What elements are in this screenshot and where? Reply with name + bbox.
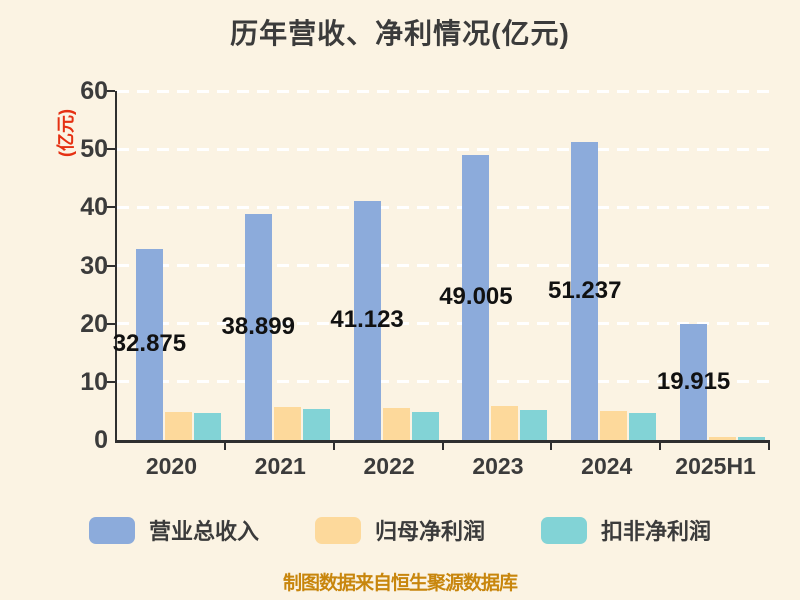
- bar-扣非净利润-2021: [302, 409, 330, 440]
- legend-label-deducted-profit: 扣非净利润: [601, 519, 712, 544]
- x-tick-mark: [550, 440, 553, 450]
- x-category-label: 2023: [472, 453, 524, 479]
- x-category-label: 2021: [254, 453, 306, 479]
- y-tick-mark: [107, 148, 115, 151]
- y-tick-label: 20: [80, 309, 108, 338]
- bar-营业总收入-2023: [462, 154, 490, 440]
- bar-归母净利润-2024: [600, 410, 628, 440]
- y-tick-label: 50: [80, 135, 108, 164]
- gridline: [117, 322, 770, 326]
- bar-value-label: 38.899: [221, 312, 295, 340]
- bar-扣非净利润-2020: [193, 413, 221, 440]
- gridline: [117, 89, 770, 93]
- bar-value-label: 51.237: [548, 276, 622, 304]
- bar-营业总收入-2021: [244, 213, 272, 440]
- bar-扣非净利润-2025H1: [738, 436, 766, 440]
- y-tick-label: 40: [80, 193, 108, 222]
- bar-营业总收入-2024: [571, 141, 599, 440]
- data-source-note: 制图数据来自恒生聚源数据库: [282, 573, 518, 594]
- bar-归母净利润-2022: [382, 408, 410, 440]
- bar-value-label: 19.915: [656, 368, 731, 396]
- y-tick-mark: [107, 380, 115, 383]
- chart-title: 历年营收、净利情况(亿元): [230, 18, 570, 49]
- x-tick-mark: [768, 440, 770, 450]
- legend: 营业总收入 归母净利润 扣非净利润: [0, 514, 800, 546]
- gridline: [117, 147, 770, 151]
- gridline: [117, 264, 770, 267]
- bar-归母净利润-2025H1: [709, 436, 737, 440]
- net-profit-swatch-icon: [314, 516, 361, 544]
- legend-label-net-profit: 归母净利润: [374, 519, 485, 544]
- x-category-label: 2024: [581, 453, 633, 479]
- bar-value-label: 49.005: [439, 283, 513, 311]
- bar-归母净利润-2021: [273, 406, 301, 440]
- bar-营业总收入-2020: [135, 248, 163, 440]
- plot-area: 2020 32.875 2021 38.899 2022 41.123 2023 49.005…: [107, 89, 770, 479]
- y-tick-label: 30: [80, 251, 108, 280]
- x-tick-mark: [441, 440, 444, 450]
- x-category-label: 2022: [363, 453, 415, 479]
- deducted-profit-swatch-icon: [541, 516, 587, 544]
- legend-item-revenue: 营业总收入: [88, 514, 259, 546]
- gridline: [117, 205, 770, 209]
- x-category-label: 2025H1: [675, 453, 756, 479]
- gridline: [117, 380, 770, 384]
- bar-营业总收入-2025H1: [680, 324, 708, 440]
- x-tick-mark: [332, 440, 335, 450]
- x-tick-mark: [659, 440, 662, 450]
- y-tick-label: 0: [94, 426, 108, 454]
- bar-扣非净利润-2023: [520, 409, 548, 440]
- legend-label-revenue: 营业总收入: [148, 519, 259, 544]
- legend-item-deducted-profit: 扣非净利润: [541, 514, 711, 546]
- y-tick-mark: [107, 90, 115, 92]
- bar-value-label: 41.123: [330, 306, 404, 334]
- y-tick-mark: [107, 264, 115, 267]
- x-tick-mark: [223, 440, 226, 450]
- revenue-swatch-icon: [88, 516, 135, 544]
- bar-value-label: 32.875: [112, 330, 187, 358]
- bar-归母净利润-2020: [164, 412, 192, 440]
- x-category-label: 2020: [145, 453, 197, 479]
- y-tick-mark: [107, 322, 115, 325]
- y-tick-mark: [107, 206, 115, 209]
- legend-item-net-profit: 归母净利润: [314, 514, 485, 546]
- y-tick-label: 60: [80, 77, 108, 105]
- bar-营业总收入-2022: [353, 200, 381, 440]
- bar-扣非净利润-2024: [629, 412, 657, 440]
- y-tick-label: 10: [80, 367, 108, 396]
- bar-归母净利润-2023: [491, 406, 519, 440]
- bar-扣非净利润-2022: [411, 411, 439, 440]
- y-axis-tick-labels: 0 10 20 30 40 50 60: [48, 77, 108, 454]
